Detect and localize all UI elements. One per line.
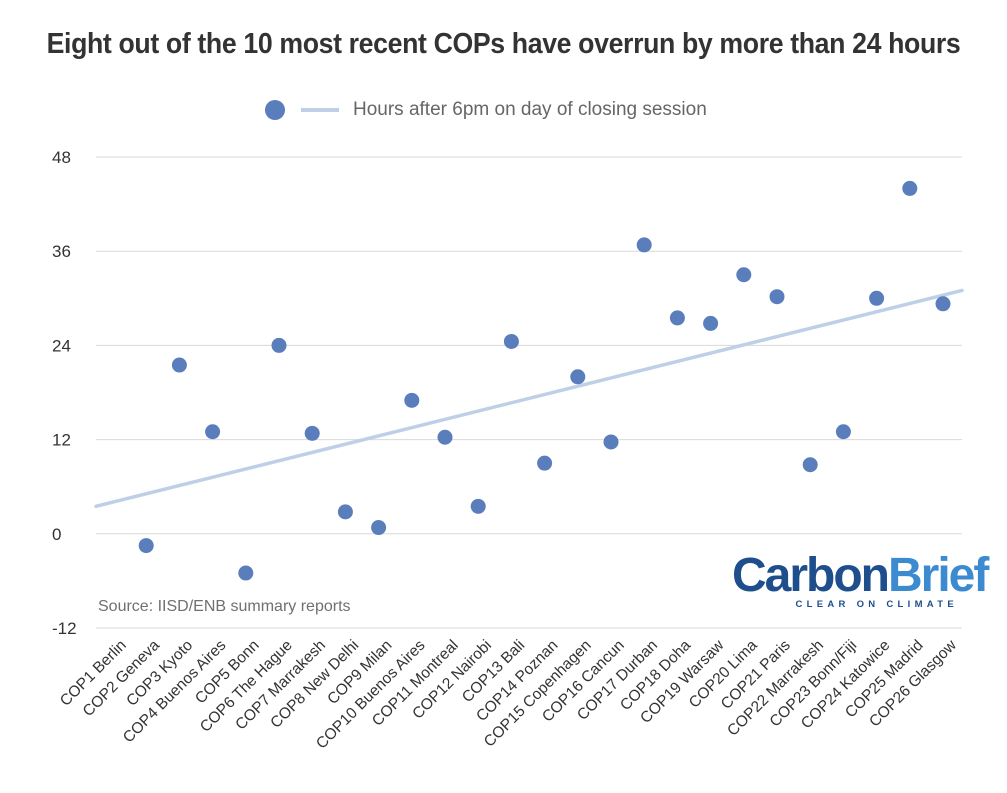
data-point bbox=[238, 565, 254, 581]
data-point bbox=[636, 237, 652, 253]
logo-word-brief: Brief bbox=[888, 549, 989, 602]
data-point bbox=[603, 434, 619, 450]
data-point bbox=[570, 369, 586, 385]
data-point bbox=[736, 267, 752, 283]
logo-tagline: CLEAR ON CLIMATE bbox=[795, 599, 958, 610]
data-point bbox=[205, 424, 221, 440]
source-note: Source: IISD/ENB summary reports bbox=[98, 598, 351, 615]
data-point bbox=[171, 357, 187, 373]
legend-marker-dot bbox=[265, 100, 285, 120]
data-point bbox=[537, 455, 553, 471]
data-point bbox=[437, 429, 453, 445]
data-point bbox=[802, 457, 818, 473]
y-tick-label: -12 bbox=[52, 619, 77, 638]
y-tick-label: 0 bbox=[52, 525, 61, 544]
carbon-brief-logo: CarbonBrief CLEAR ON CLIMATE bbox=[732, 549, 989, 611]
logo-word-carbon: Carbon bbox=[732, 549, 890, 602]
legend-label: Hours after 6pm on day of closing sessio… bbox=[353, 99, 707, 120]
data-point bbox=[835, 424, 851, 440]
data-point bbox=[470, 498, 486, 514]
y-tick-label: 36 bbox=[52, 242, 71, 261]
y-tick-label: 24 bbox=[52, 336, 71, 355]
data-point bbox=[503, 333, 519, 349]
legend: Hours after 6pm on day of closing sessio… bbox=[265, 96, 707, 124]
data-point bbox=[902, 180, 918, 196]
y-tick-label: 48 bbox=[52, 148, 71, 167]
y-tick-label: 12 bbox=[52, 431, 71, 450]
data-point bbox=[371, 520, 387, 536]
data-point bbox=[669, 310, 685, 326]
data-point bbox=[769, 289, 785, 305]
logo-wordmark: CarbonBrief bbox=[732, 549, 989, 602]
trendline bbox=[94, 288, 964, 509]
data-point bbox=[271, 337, 287, 353]
data-point bbox=[404, 392, 420, 408]
data-point bbox=[337, 504, 353, 520]
data-point bbox=[935, 296, 951, 312]
data-point bbox=[304, 425, 320, 441]
data-point bbox=[703, 315, 719, 331]
chart-title: Eight out of the 10 most recent COPs hav… bbox=[46, 28, 961, 60]
data-point bbox=[138, 538, 154, 554]
data-point bbox=[869, 290, 885, 306]
legend-marker-line bbox=[301, 108, 339, 112]
